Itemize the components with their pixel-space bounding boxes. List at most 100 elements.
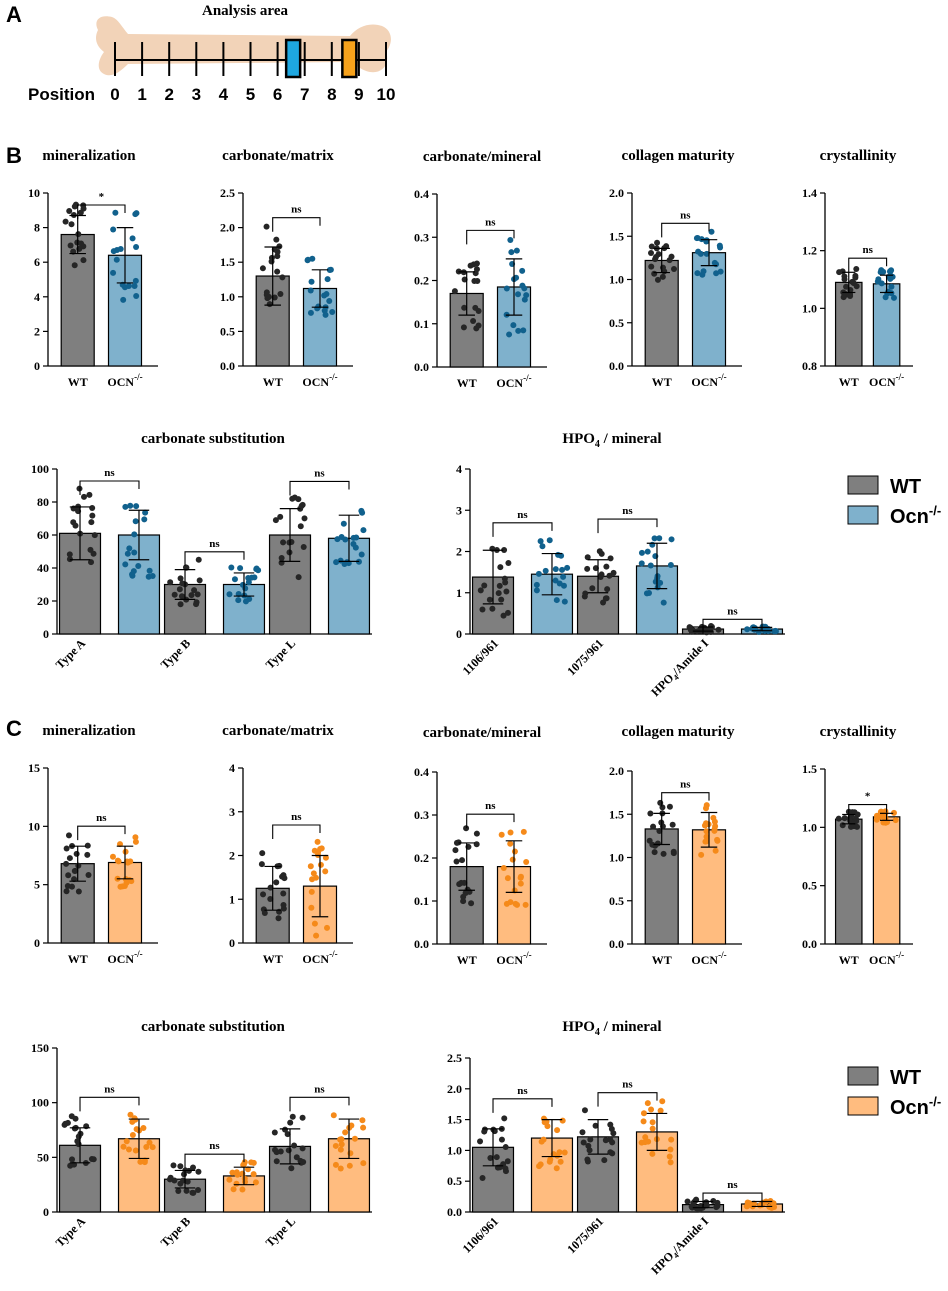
data-point — [91, 532, 98, 539]
x-label-ko-sup: -/- — [523, 373, 532, 383]
data-point — [226, 1176, 233, 1183]
data-point — [133, 503, 140, 510]
data-point — [81, 493, 88, 500]
data-point — [841, 815, 848, 822]
y-tick-label: 1.0 — [609, 851, 624, 865]
significance-label: ns — [209, 538, 220, 550]
y-tick-label: 0 — [456, 627, 462, 641]
data-point — [170, 1162, 177, 1169]
x-category-rest: /Amide I — [669, 636, 712, 679]
significance-label: ns — [622, 505, 633, 517]
position-number: 5 — [246, 85, 255, 104]
data-point — [505, 559, 512, 566]
data-point — [519, 267, 526, 274]
data-point — [684, 1198, 691, 1205]
data-point — [273, 879, 280, 886]
data-point — [295, 574, 302, 581]
data-point — [507, 829, 514, 836]
chart-title: carbonate substitution — [141, 431, 285, 447]
position-number: 10 — [377, 85, 396, 104]
data-point — [259, 265, 266, 272]
x-label-ko-main: OCN — [496, 376, 523, 390]
x-category-main: 1075/961 — [564, 1214, 606, 1256]
significance-label: ns — [517, 1085, 528, 1097]
data-point — [656, 535, 663, 542]
data-point — [332, 1142, 339, 1149]
data-point — [259, 850, 266, 857]
significance-bracket — [184, 1153, 245, 1169]
y-tick-label: 2.5 — [220, 186, 235, 200]
data-point — [191, 587, 198, 594]
data-point — [708, 623, 715, 630]
y-tick-label: 150 — [31, 1041, 49, 1055]
significance-bracket — [661, 792, 710, 807]
data-point — [564, 564, 571, 571]
data-point — [130, 568, 137, 575]
significance-bracket — [77, 204, 126, 219]
data-point — [648, 1106, 655, 1113]
data-point — [479, 1175, 486, 1182]
data-point — [698, 236, 705, 243]
data-point — [299, 1145, 306, 1152]
data-point — [261, 910, 268, 917]
data-point — [123, 1138, 130, 1145]
chart-title: HPO4 / mineral — [562, 431, 661, 450]
data-point — [520, 828, 527, 835]
y-tick-label: 2 — [229, 849, 235, 863]
data-point — [132, 277, 139, 284]
data-point — [110, 226, 117, 233]
data-point — [307, 287, 314, 294]
panel-letter-b: B — [6, 143, 22, 168]
significance-bracket — [79, 1096, 140, 1112]
bar-ko — [691, 829, 727, 945]
data-point — [315, 849, 322, 856]
data-point — [553, 1165, 560, 1172]
legend-b-ko-text: Ocn — [890, 506, 929, 528]
y-tick-label: 10 — [28, 186, 40, 200]
data-point — [640, 1118, 647, 1125]
data-point — [496, 582, 503, 589]
x-category-main: 1075/961 — [564, 636, 606, 678]
data-point — [86, 491, 93, 498]
data-point — [537, 538, 544, 545]
data-point — [195, 556, 202, 563]
data-point — [120, 1143, 127, 1150]
data-point — [280, 539, 287, 546]
data-point — [713, 261, 720, 268]
data-point — [694, 270, 701, 277]
data-point — [509, 856, 516, 863]
y-tick-label: 0.5 — [609, 894, 624, 908]
data-point — [132, 834, 139, 841]
bar-wt — [644, 828, 679, 945]
x-label-ko-sup: -/- — [718, 372, 727, 382]
data-point — [537, 1161, 544, 1168]
data-point — [708, 228, 715, 235]
data-point — [280, 890, 287, 897]
chart-title: crystallinity — [820, 148, 897, 164]
y-tick-label: 1.0 — [802, 820, 817, 834]
x-label-ko-sup: -/- — [523, 950, 532, 960]
x-label-ko: OCN-/- — [107, 372, 142, 389]
x-category-sub: 4 — [672, 1251, 681, 1260]
data-point — [129, 235, 136, 242]
data-point — [890, 294, 897, 301]
data-point — [133, 293, 140, 300]
data-point — [75, 888, 82, 895]
data-point — [512, 900, 519, 907]
data-point — [88, 559, 95, 566]
data-point — [129, 572, 136, 579]
x-label-ko: OCN-/- — [869, 950, 904, 967]
data-point — [90, 1156, 97, 1163]
significance-bracket — [272, 824, 321, 839]
y-tick-label: 1 — [229, 892, 235, 906]
data-point — [510, 322, 517, 329]
data-point — [666, 257, 673, 264]
data-point — [330, 1112, 337, 1119]
x-label-wt: WT — [263, 375, 283, 389]
y-tick-label: 4 — [456, 462, 462, 476]
data-point — [667, 562, 674, 569]
data-point — [132, 1147, 139, 1154]
significance-label: ns — [96, 812, 107, 824]
y-tick-label: 2.0 — [609, 764, 624, 778]
